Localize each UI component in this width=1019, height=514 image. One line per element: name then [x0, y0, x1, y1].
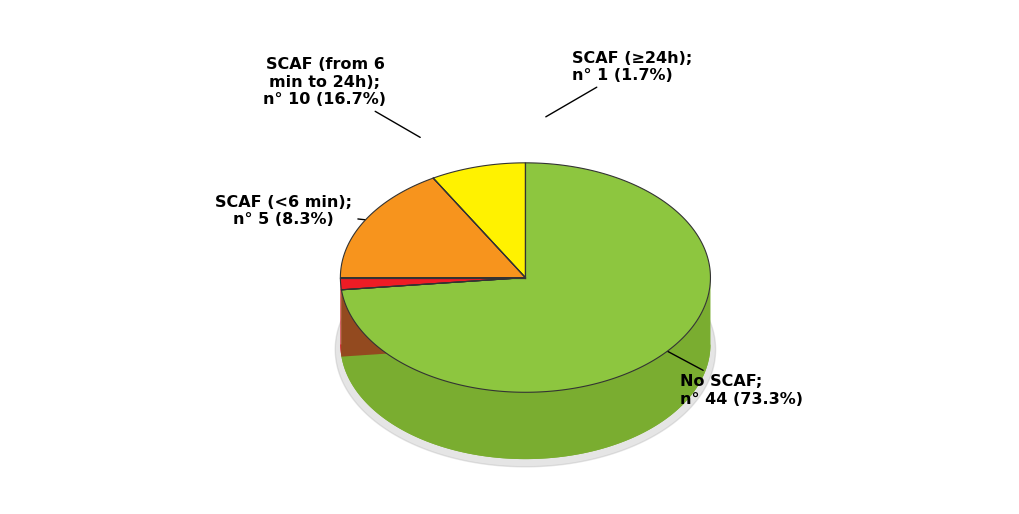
Polygon shape: [341, 278, 525, 357]
Text: SCAF (≥24h);
n° 1 (1.7%): SCAF (≥24h); n° 1 (1.7%): [545, 50, 691, 117]
Text: No SCAF;
n° 44 (73.3%): No SCAF; n° 44 (73.3%): [666, 351, 802, 407]
Polygon shape: [340, 278, 341, 357]
Polygon shape: [340, 278, 525, 290]
Polygon shape: [340, 178, 525, 278]
Polygon shape: [341, 163, 710, 392]
Polygon shape: [341, 278, 710, 459]
Polygon shape: [335, 232, 715, 467]
Polygon shape: [341, 278, 525, 357]
Text: SCAF (from 6
min to 24h);
n° 10 (16.7%): SCAF (from 6 min to 24h); n° 10 (16.7%): [263, 58, 420, 137]
Polygon shape: [433, 163, 525, 278]
Polygon shape: [340, 344, 525, 357]
Polygon shape: [341, 344, 710, 459]
Text: SCAF (<6 min);
n° 5 (8.3%): SCAF (<6 min); n° 5 (8.3%): [215, 194, 373, 227]
